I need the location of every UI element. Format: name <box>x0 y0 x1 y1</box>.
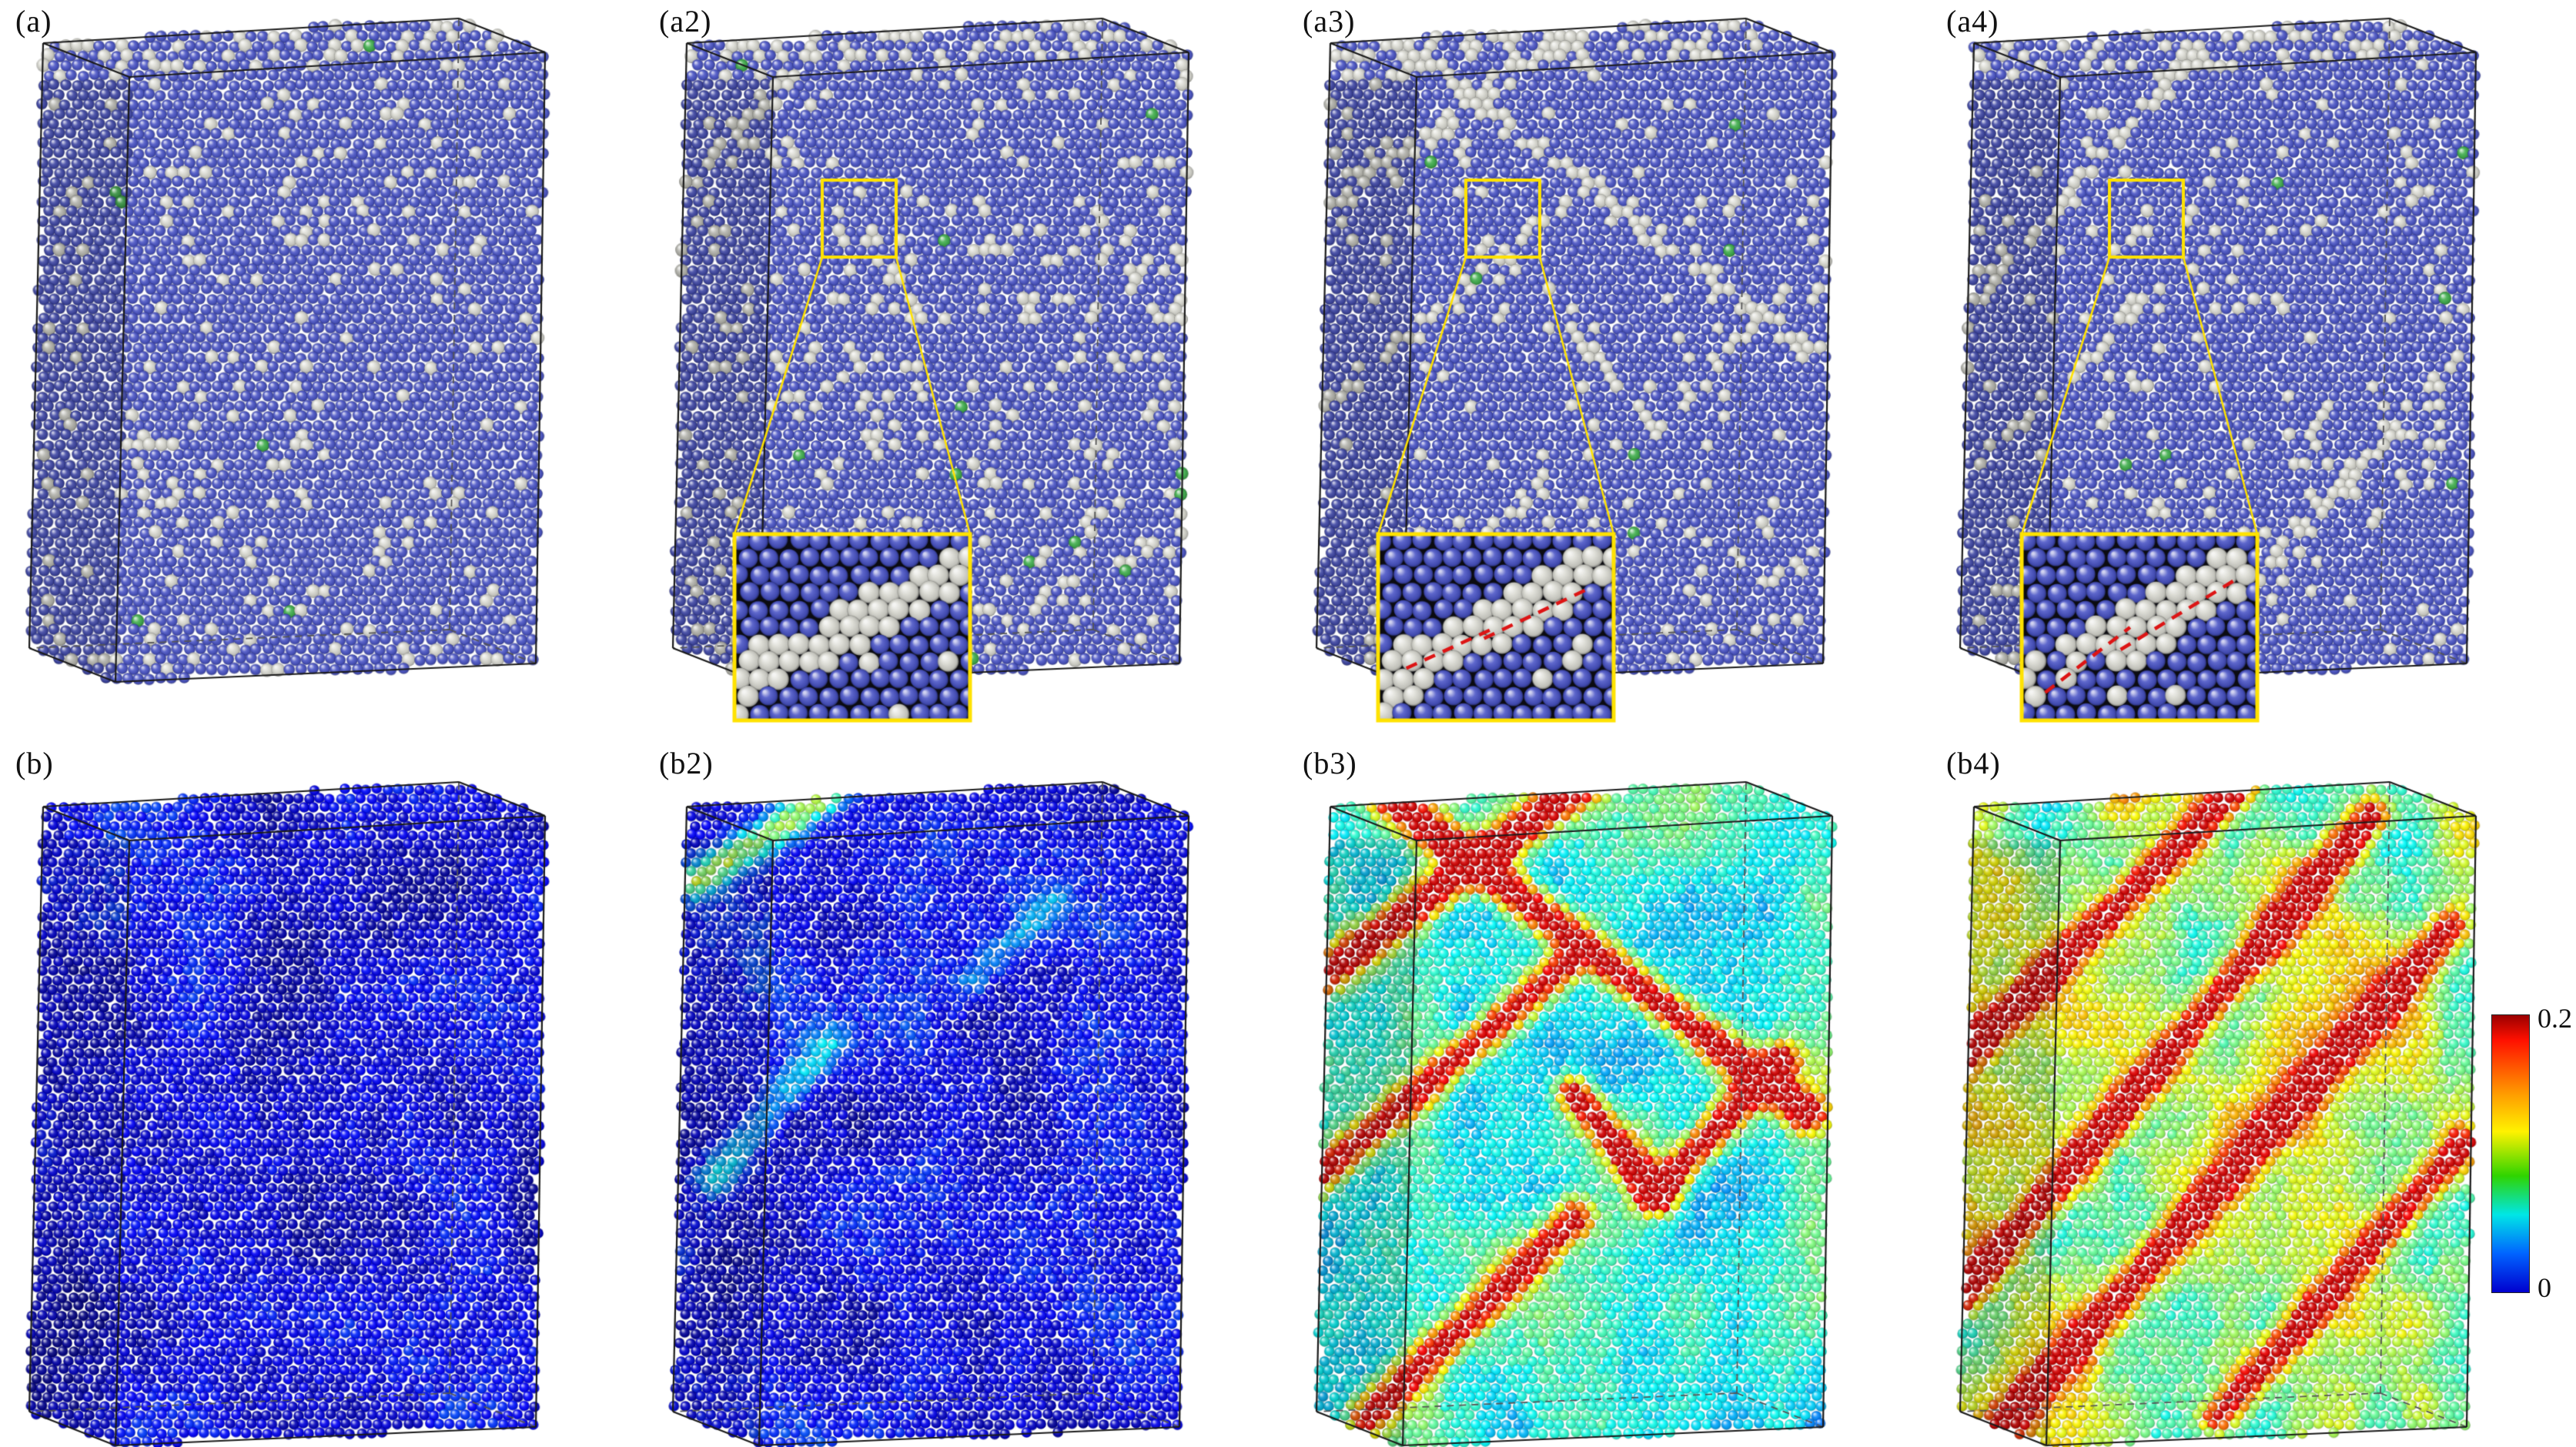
panel-a4: (a4) <box>1937 0 2574 724</box>
panel-b4: (b4) <box>1937 724 2574 1447</box>
panel-b: (b) <box>6 724 644 1447</box>
panel-a4-label: (a4) <box>1946 4 1999 38</box>
panel-b4-label: (b4) <box>1946 746 2001 780</box>
panel-b4-render <box>1937 724 2568 1447</box>
colorbar-min-label: 0 <box>2538 1272 2551 1303</box>
panel-b3-label: (b3) <box>1303 746 1357 780</box>
panel-b2-render <box>650 724 1281 1447</box>
panel-a-render <box>6 0 637 724</box>
panel-a: (a) <box>6 0 644 724</box>
panel-b-label: (b) <box>15 746 54 780</box>
panel-a-label: (a) <box>15 4 52 38</box>
panel-a2-label: (a2) <box>659 4 712 38</box>
panel-b3: (b3) <box>1293 724 1931 1447</box>
panel-a4-render <box>1937 0 2568 724</box>
panel-b2-label: (b2) <box>659 746 714 780</box>
panel-a3: (a3) <box>1293 0 1931 724</box>
panel-a2: (a2) <box>650 0 1287 724</box>
colorbar-gradient <box>2491 1014 2530 1293</box>
panel-b2: (b2) <box>650 724 1287 1447</box>
colorbar: 0.2 0 <box>2491 1003 2576 1303</box>
panel-a3-label: (a3) <box>1303 4 1356 38</box>
panel-b-render <box>6 724 637 1447</box>
panel-a2-render <box>650 0 1281 724</box>
colorbar-max-label: 0.2 <box>2538 1003 2572 1034</box>
panel-a3-render <box>1293 0 1925 724</box>
panel-b3-render <box>1293 724 1925 1447</box>
